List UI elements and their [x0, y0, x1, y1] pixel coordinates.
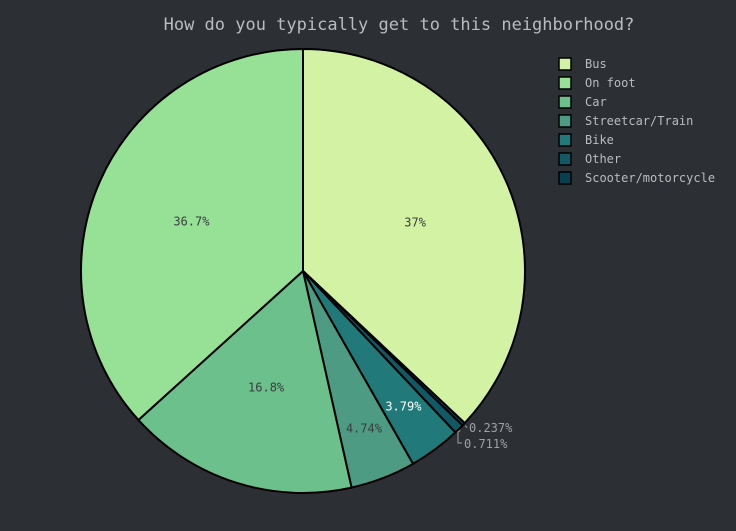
pie-slices [80, 48, 526, 495]
legend-swatch-bike[interactable] [558, 133, 572, 147]
slice-label-bus: 37% [404, 216, 426, 230]
slice-label-on-foot: 36.7% [173, 215, 210, 229]
legend-swatch-other[interactable] [558, 152, 572, 166]
leader-line-scooter-motorcycle [464, 425, 468, 428]
legend-swatch-scooter-motorcycle[interactable] [558, 171, 572, 185]
legend-label-streetcar-train[interactable]: Streetcar/Train [585, 114, 693, 128]
slice-labels: 37% 36.7% 16.8% 4.74%3.79% 0.237% 0.711% [173, 215, 513, 452]
legend-swatch-bus[interactable] [558, 57, 572, 71]
pie-slice-car[interactable] [137, 270, 353, 495]
leader-line-other [457, 429, 462, 444]
chart-title: How do you typically get to this neighbo… [164, 15, 635, 35]
pie-slice-bus[interactable] [302, 48, 526, 425]
slice-label-other: 0.711% [464, 437, 508, 451]
legend-label-on-foot[interactable]: On foot [585, 76, 636, 90]
slice-label-car: 16.8% [248, 380, 285, 394]
legend-swatch-on-foot[interactable] [558, 76, 572, 90]
slice-label-bike: 3.79% [385, 400, 422, 414]
legend-label-bike[interactable]: Bike [585, 133, 614, 147]
legend-label-other[interactable]: Other [585, 152, 621, 166]
legend-swatch-car[interactable] [558, 95, 572, 109]
legend: Bus On foot Car Streetcar/Train Bike Other Sco… [558, 57, 715, 185]
slice-label-scooter-motorcycle: 0.237% [469, 421, 513, 435]
legend-label-scooter-motorcycle[interactable]: Scooter/motorcycle [585, 171, 715, 185]
slice-label-streetcar-train: 4.74% [346, 421, 383, 435]
pie-slice-on-foot[interactable] [80, 48, 304, 421]
legend-label-car[interactable]: Car [585, 95, 607, 109]
legend-swatch-streetcar-train[interactable] [558, 114, 572, 128]
legend-label-bus[interactable]: Bus [585, 57, 607, 71]
